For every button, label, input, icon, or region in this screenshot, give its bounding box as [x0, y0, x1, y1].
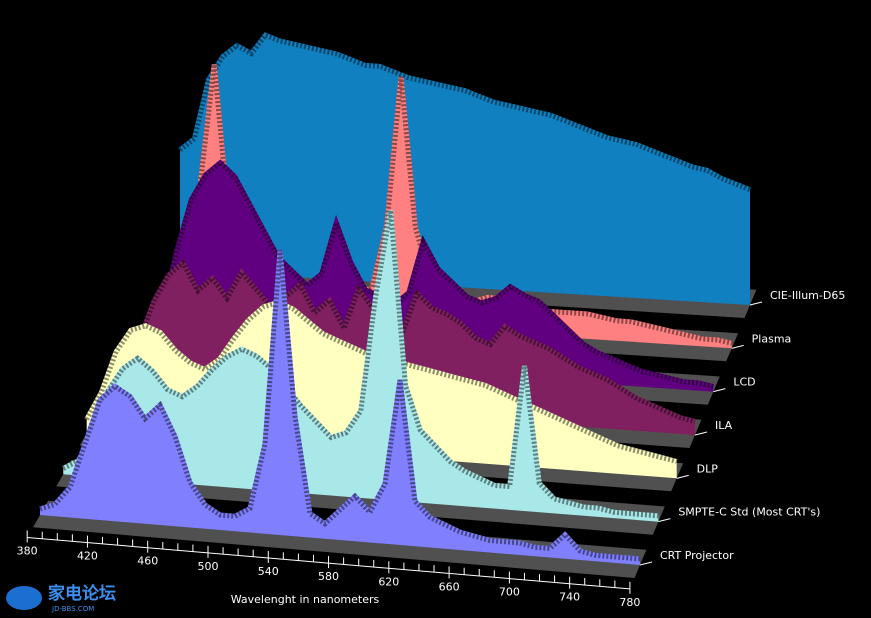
legend-label: SMPTE-C Std (Most CRT's) — [678, 506, 820, 519]
area-edge — [62, 209, 659, 519]
area-edge — [132, 159, 714, 389]
depth-tick — [676, 474, 689, 479]
x-tick-label: 780 — [619, 596, 640, 609]
area-edge-hatch — [62, 209, 659, 519]
x-tick-label: 620 — [378, 575, 399, 588]
depth-tick — [731, 344, 744, 349]
x-tick-label: 580 — [318, 570, 339, 583]
depth-tick — [713, 388, 726, 393]
legend-label: CIE-Illum-D65 — [770, 289, 845, 302]
area-edge-hatch — [108, 258, 696, 424]
area — [156, 64, 732, 349]
depth-tick — [749, 301, 763, 306]
x-tick-label: 540 — [258, 565, 279, 578]
depth-tick — [658, 518, 671, 523]
watermark-icon — [6, 586, 42, 610]
x-tick-label: 420 — [77, 550, 98, 563]
x-tick-label: 500 — [197, 560, 218, 573]
x-tick-label: 380 — [17, 544, 38, 557]
legend-label: CRT Projector — [660, 549, 734, 562]
area-edge — [39, 249, 641, 562]
x-axis-title: Wavelenght in nanometers — [231, 593, 380, 606]
x-tick-label: 660 — [439, 580, 460, 593]
x-tick-label: 740 — [559, 591, 580, 604]
area-edge-hatch — [178, 32, 751, 193]
depth-tick — [639, 561, 653, 566]
watermark-logo: 家电论坛 — [48, 583, 116, 604]
legend-label: LCD — [733, 376, 755, 389]
area-edge — [178, 32, 751, 193]
watermark: 家电论坛 JD-BBS.COM — [6, 583, 116, 613]
area-edge-hatch — [39, 249, 641, 562]
area-edge-hatch — [132, 159, 714, 389]
area — [180, 35, 750, 306]
legend-label: Plasma — [752, 332, 792, 345]
area — [63, 210, 659, 522]
area-edge-hatch — [84, 299, 678, 464]
legend-label: ILA — [715, 419, 733, 432]
legend-label: DLP — [697, 462, 719, 475]
x-tick-label: 460 — [137, 555, 158, 568]
watermark-site: JD-BBS.COM — [51, 605, 94, 613]
x-tick-label: 700 — [499, 586, 520, 599]
depth-tick — [694, 431, 708, 436]
